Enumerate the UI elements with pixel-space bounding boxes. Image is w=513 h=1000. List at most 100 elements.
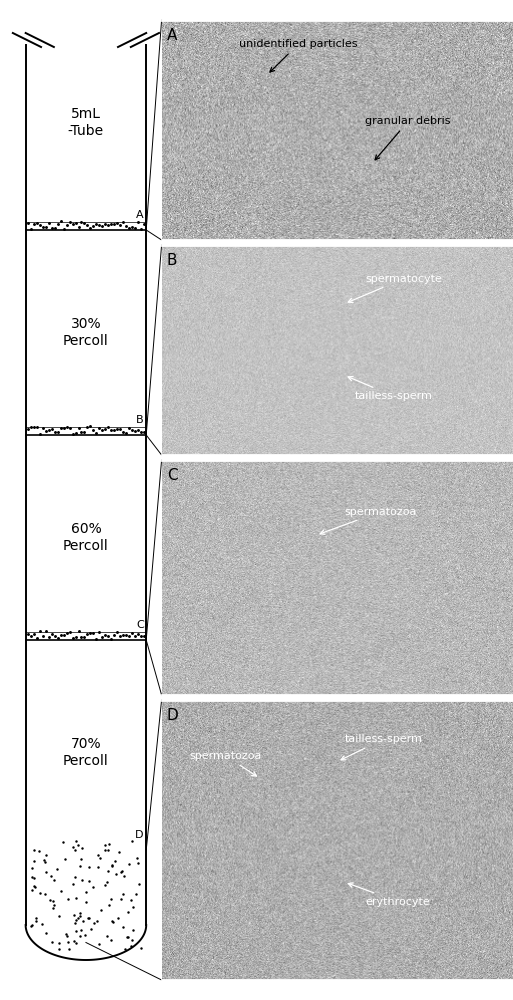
Point: [66, 214, 74, 230]
Point: [83, 217, 91, 233]
Point: [125, 628, 133, 644]
Point: [140, 424, 148, 440]
Point: [77, 214, 86, 230]
Point: [69, 216, 77, 232]
Point: [36, 426, 44, 442]
Point: [104, 217, 112, 233]
Point: [110, 216, 118, 232]
Point: [63, 217, 71, 233]
Point: [36, 217, 44, 233]
Point: [81, 629, 89, 645]
Point: [56, 213, 65, 229]
Point: [33, 630, 41, 646]
Point: [119, 627, 127, 643]
Point: [83, 419, 91, 435]
Point: [119, 214, 127, 230]
Point: [101, 627, 109, 643]
Point: [86, 625, 94, 641]
Point: [27, 221, 35, 237]
Text: spermatozoa: spermatozoa: [320, 507, 417, 534]
Point: [107, 631, 115, 647]
Point: [30, 419, 38, 435]
Point: [33, 419, 41, 435]
Point: [42, 623, 50, 639]
Point: [48, 421, 56, 437]
Point: [45, 422, 53, 438]
Point: [136, 628, 145, 644]
Text: C: C: [136, 620, 144, 630]
Point: [122, 627, 130, 643]
Point: [128, 219, 136, 235]
Point: [60, 420, 68, 436]
Point: [136, 221, 145, 237]
Text: 30%
Percoll: 30% Percoll: [63, 317, 109, 348]
Text: D: D: [167, 708, 179, 723]
Point: [48, 220, 56, 236]
Text: 5mL
-Tube: 5mL -Tube: [68, 107, 104, 138]
Point: [122, 218, 130, 234]
Point: [54, 630, 62, 646]
Point: [140, 216, 148, 232]
Text: C: C: [167, 468, 177, 483]
Point: [113, 215, 121, 231]
Point: [24, 215, 32, 231]
Point: [63, 625, 71, 641]
Point: [27, 628, 35, 644]
Point: [71, 629, 80, 645]
Point: [74, 219, 83, 235]
Text: D: D: [135, 830, 144, 840]
Point: [86, 418, 94, 434]
Point: [30, 216, 38, 232]
Text: spermatozoa: spermatozoa: [190, 751, 262, 776]
Point: [116, 628, 124, 644]
Point: [122, 425, 130, 441]
Point: [39, 628, 47, 644]
Point: [30, 626, 38, 642]
Point: [56, 420, 65, 436]
Point: [98, 629, 106, 645]
Point: [95, 420, 103, 436]
Point: [36, 623, 44, 639]
Point: [98, 218, 106, 234]
Point: [54, 216, 62, 232]
Point: [128, 625, 136, 641]
Text: tailless-sperm: tailless-sperm: [341, 734, 422, 760]
Point: [51, 628, 59, 644]
Point: [51, 424, 59, 440]
Point: [104, 628, 112, 644]
Text: B: B: [167, 253, 177, 268]
Point: [42, 219, 50, 235]
Point: [136, 424, 145, 440]
Point: [92, 425, 101, 441]
Point: [56, 627, 65, 643]
Point: [24, 626, 32, 642]
Point: [101, 421, 109, 437]
Point: [81, 215, 89, 231]
Point: [119, 424, 127, 440]
Text: A: A: [136, 210, 144, 220]
Point: [51, 220, 59, 236]
Point: [89, 218, 97, 234]
Point: [92, 216, 101, 232]
Point: [92, 631, 101, 647]
Text: erythrocyte: erythrocyte: [348, 883, 430, 907]
Point: [128, 422, 136, 438]
Point: [39, 219, 47, 235]
Point: [110, 422, 118, 438]
Text: tailless-sperm: tailless-sperm: [348, 377, 433, 401]
Point: [71, 215, 80, 231]
Point: [110, 627, 118, 643]
Point: [69, 426, 77, 442]
Text: 60%
Percoll: 60% Percoll: [63, 522, 109, 553]
Point: [104, 419, 112, 435]
Point: [27, 419, 35, 435]
Point: [54, 424, 62, 440]
Point: [45, 629, 53, 645]
Point: [98, 422, 106, 438]
Point: [89, 422, 97, 438]
Point: [95, 624, 103, 640]
Point: [66, 624, 74, 640]
Point: [116, 217, 124, 233]
Point: [48, 626, 56, 642]
Point: [69, 630, 77, 646]
